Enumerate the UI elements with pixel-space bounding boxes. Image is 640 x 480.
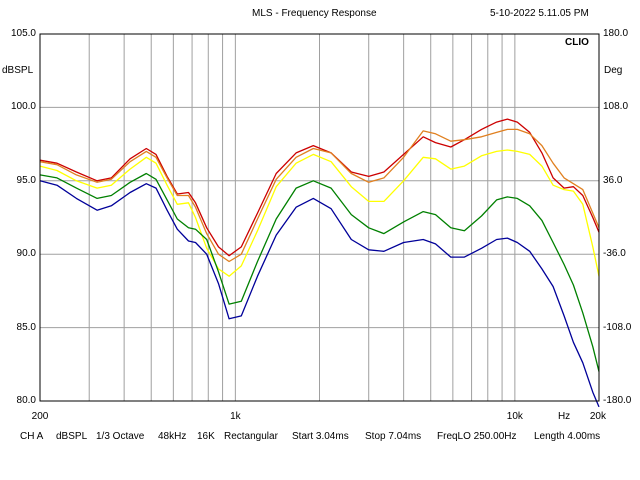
x-tick-label: 1k [230, 411, 241, 422]
y-tick-label: 105.0 [10, 28, 36, 39]
footer-sample-rate: 48kHz [158, 431, 187, 442]
y2-tick-label: -108.0 [603, 321, 632, 333]
y-tick-label: 100.0 [10, 101, 36, 113]
grid [39, 33, 600, 402]
footer-stop: Stop 7.04ms [365, 431, 422, 442]
y-axis-label: dBSPL [2, 65, 34, 76]
y2-tick-label: -36.0 [603, 248, 626, 260]
x-tick-label: 10k [506, 411, 523, 422]
x-tick-label: 20k [589, 411, 606, 422]
plot-border [39, 33, 600, 402]
series-group [39, 118, 600, 408]
y2-axis-label: Deg [604, 65, 623, 76]
x-tick-label: 200 [31, 411, 49, 422]
footer-length: Length 4.00ms [534, 431, 601, 442]
y-tick-label: 80.0 [16, 395, 36, 406]
footer-size: 16K [197, 431, 215, 442]
clio-brand: CLIO [565, 37, 589, 48]
footer-window: Rectangular [224, 431, 278, 442]
y2-tick-label: 108.0 [603, 101, 629, 113]
chart-title: MLS - Frequency Response [252, 8, 377, 19]
series-line-yellow [39, 149, 600, 277]
footer-smoothing: 1/3 Octave [96, 431, 145, 442]
y-tick-label: 95.0 [16, 174, 36, 186]
datetime: 5-10-2022 5.11.05 PM [490, 8, 589, 19]
y2-tick-label: 36.0 [603, 174, 623, 186]
footer-unit: dBSPL [56, 431, 88, 442]
series-line-blue [39, 180, 600, 408]
footer-channel: CH A [20, 431, 44, 442]
y2-tick-label: -180.0 [603, 395, 632, 406]
y-tick-label: 90.0 [16, 248, 36, 260]
series-line-orange [39, 128, 600, 263]
series-line-green [39, 172, 600, 372]
y-tick-label: 85.0 [16, 321, 36, 333]
y2-tick-label: 180.0 [603, 28, 629, 39]
x-unit-label: Hz [557, 411, 571, 422]
footer-start: Start 3.04ms [292, 431, 349, 442]
footer-freq-lo: FreqLO 250.00Hz [437, 431, 517, 442]
